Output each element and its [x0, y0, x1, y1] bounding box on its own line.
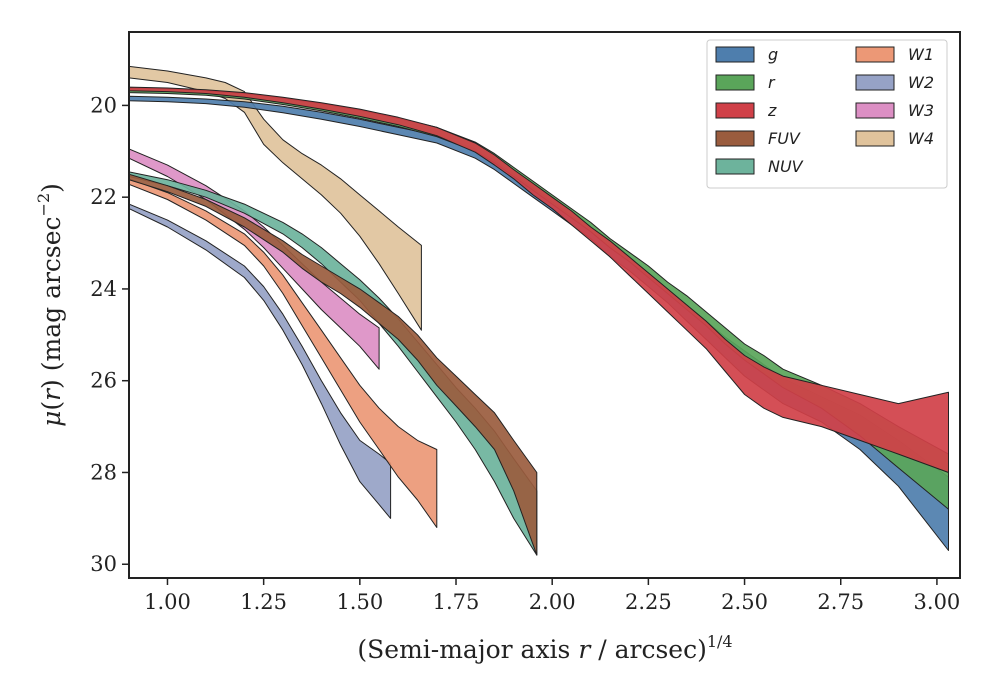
legend-swatch-w1 — [855, 46, 895, 63]
legend-swatch-g — [715, 46, 755, 63]
x-tick-label: 2.25 — [625, 590, 672, 614]
y-tick-label: 28 — [90, 460, 117, 484]
legend-swatch-fuv — [715, 130, 755, 147]
legend-label-z: z — [767, 101, 777, 120]
x-tick-label: 2.00 — [529, 590, 576, 614]
band-z — [129, 86, 949, 473]
band-w1 — [129, 178, 438, 528]
legend-swatch-z — [715, 102, 755, 119]
plot-bands — [129, 65, 949, 556]
legend-label-fuv: FUV — [768, 129, 801, 148]
legend-swatch-r — [715, 74, 755, 91]
x-tick-label: 2.75 — [817, 590, 864, 614]
legend-label-w2: W2 — [908, 73, 934, 92]
x-tick-label: 1.00 — [144, 590, 191, 614]
legend-label-r: r — [768, 73, 776, 92]
y-axis: 20 22 24 26 28 30 — [90, 93, 129, 576]
legend-label-g: g — [768, 45, 778, 64]
x-tick-label: 1.75 — [433, 590, 480, 614]
legend-label-w3: W3 — [908, 101, 934, 120]
y-tick-label: 20 — [90, 93, 117, 117]
legend-swatch-nuv — [715, 158, 755, 175]
legend-swatch-w2 — [855, 74, 895, 91]
band-fuv — [129, 173, 538, 556]
band-w2 — [129, 203, 392, 519]
plot-frame — [128, 31, 961, 579]
legend-swatch-w4 — [855, 130, 895, 147]
x-tick-label: 1.25 — [240, 590, 287, 614]
band-w4 — [129, 65, 422, 331]
y-tick-label: 22 — [90, 185, 117, 209]
x-tick-label: 2.50 — [721, 590, 768, 614]
x-tick-label: 1.50 — [336, 590, 383, 614]
legend-swatch-w3 — [855, 102, 895, 119]
legend-label-w4: W4 — [908, 129, 934, 148]
y-tick-label: 24 — [90, 277, 117, 301]
legend: grz FUV NUV W1 W2 W3 W4 — [706, 39, 948, 189]
x-tick-label: 3.00 — [914, 590, 961, 614]
y-axis-title: μ(r) (mag arcsec−2) — [34, 183, 66, 427]
y-tick-label: 26 — [90, 369, 117, 393]
y-tick-label: 30 — [90, 552, 117, 576]
x-axis: 1.00 1.25 1.50 1.75 2.00 2.25 2.50 2.75 3.00 — [144, 578, 960, 614]
x-axis-title: (Semi-major axis r / arcsec)1/4 — [357, 632, 732, 664]
legend-label-w1: W1 — [908, 45, 934, 64]
legend-label-nuv: NUV — [768, 157, 804, 176]
